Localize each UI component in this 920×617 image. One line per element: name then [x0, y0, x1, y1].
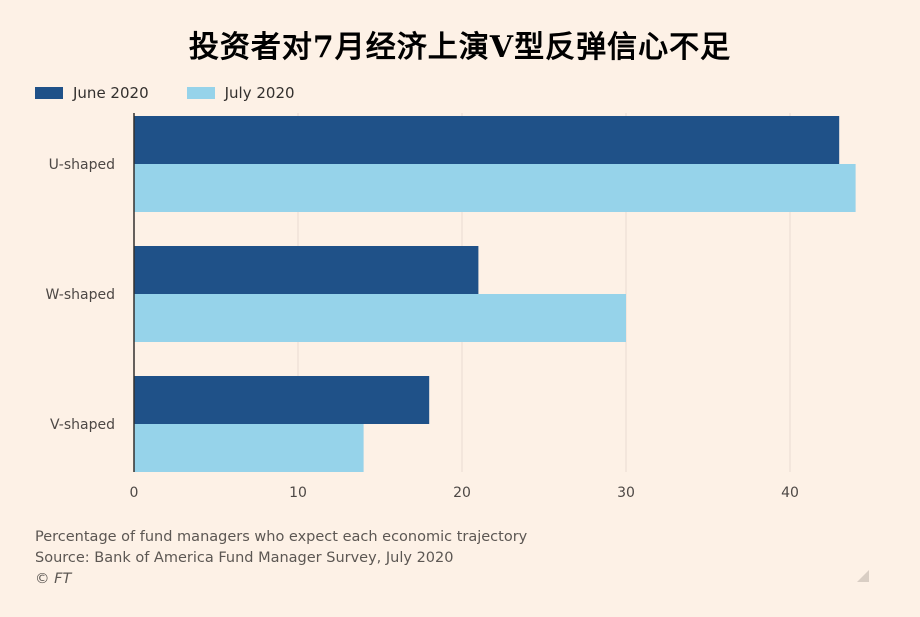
chart-footer: Percentage of fund managers who expect e… [35, 527, 527, 590]
resize-corner-icon [857, 570, 869, 582]
bar-w-shaped-june [134, 246, 479, 294]
y-category-label: V-shaped [50, 417, 115, 433]
bar-u-shaped-june [134, 116, 840, 164]
bar-u-shaped-july [134, 164, 856, 212]
x-tick-label-20: 20 [453, 485, 471, 501]
legend-label-june: June 2020 [73, 84, 149, 102]
x-tick-label-0: 0 [130, 485, 139, 501]
x-tick-label-10: 10 [289, 485, 307, 501]
chart-source: Source: Bank of America Fund Manager Sur… [35, 550, 454, 566]
chart-title: 投资者对7月经济上演V型反弹信心不足 [188, 30, 732, 65]
y-category-label: W-shaped [46, 287, 115, 303]
y-category-label: U-shaped [49, 157, 115, 173]
legend-swatch-june [35, 87, 63, 99]
x-tick-label-40: 40 [781, 485, 799, 501]
legend-item-july: July 2020 [186, 84, 295, 102]
legend-label-july: July 2020 [224, 84, 295, 102]
legend-item-june: June 2020 [35, 84, 149, 102]
x-tick-label-30: 30 [617, 485, 635, 501]
bar-v-shaped-july [134, 424, 364, 472]
legend: June 2020 July 2020 [35, 84, 333, 102]
chart-description: Percentage of fund managers who expect e… [35, 529, 528, 545]
legend-swatch-july [186, 87, 215, 99]
bar-w-shaped-july [134, 294, 626, 342]
bar-v-shaped-june [134, 376, 430, 424]
copyright-notice: © FT [35, 571, 72, 587]
